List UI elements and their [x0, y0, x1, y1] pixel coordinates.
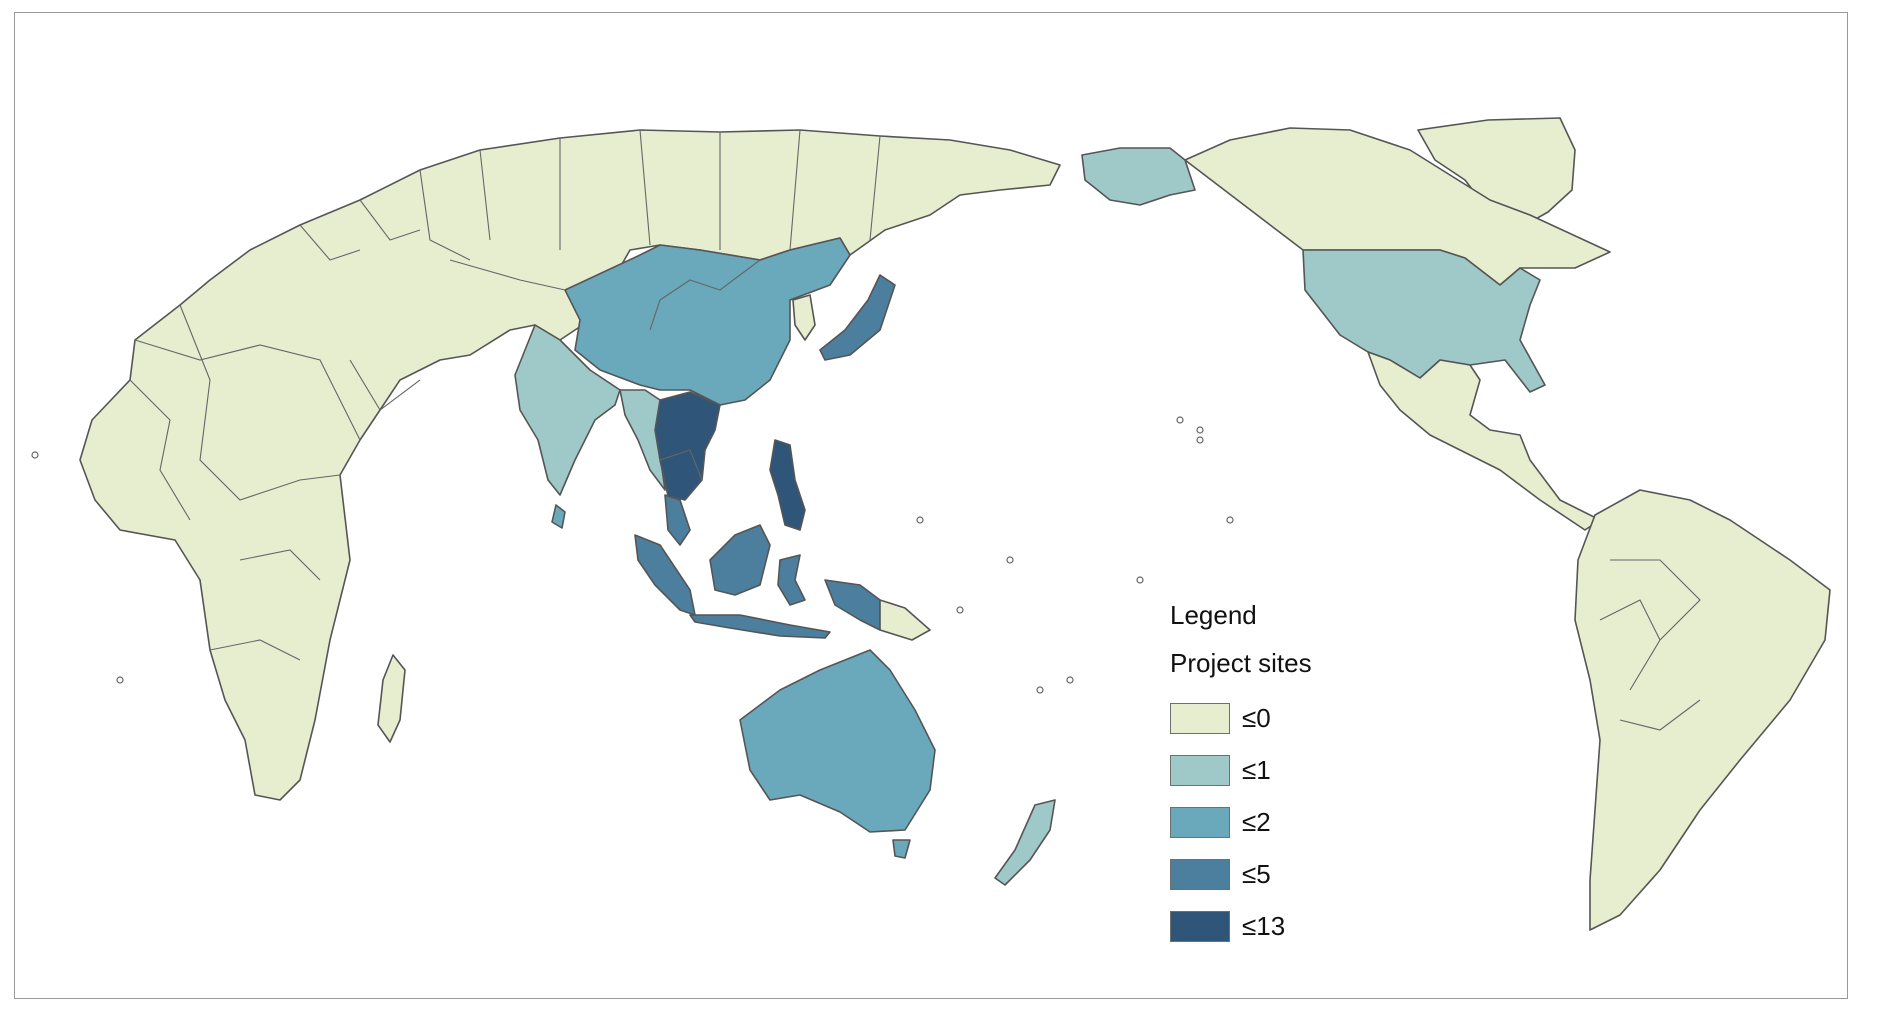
legend-item: ≤0	[1170, 692, 1430, 744]
border-lines	[129, 129, 1701, 731]
region-india	[514, 324, 621, 496]
legend-label: ≤2	[1242, 806, 1271, 837]
legend-item: ≤13	[1170, 900, 1430, 952]
legend-swatch	[1170, 858, 1230, 890]
island-dot	[31, 451, 39, 459]
region-thailand-indochina	[654, 391, 721, 501]
region-tasmania	[892, 839, 911, 859]
legend-item: ≤1	[1170, 744, 1430, 796]
region-china	[564, 237, 851, 406]
legend-subtitle: Project sites	[1170, 648, 1312, 678]
island-dot	[1196, 436, 1204, 444]
island-dot	[1066, 676, 1074, 684]
region-madagascar	[377, 654, 406, 743]
legend-item: ≤5	[1170, 848, 1430, 900]
legend-swatch	[1170, 806, 1230, 838]
region-sri-lanka	[551, 504, 566, 529]
region-borneo	[709, 524, 771, 596]
legend-title: Legend	[1170, 600, 1257, 630]
region-java	[689, 614, 831, 639]
island-dot	[1006, 556, 1014, 564]
small-islands	[31, 416, 1234, 694]
region-new-zealand	[994, 799, 1056, 886]
region-australia	[739, 649, 936, 833]
island-dot	[116, 676, 124, 684]
region-south-america	[1574, 489, 1831, 931]
island-dot	[1136, 576, 1144, 584]
region-sumatra	[634, 534, 696, 616]
region-sulawesi	[777, 554, 806, 606]
region-japan	[819, 274, 896, 361]
legend-label: ≤0	[1242, 702, 1271, 733]
map-legend: Legend Project sites ≤0 ≤1 ≤2 ≤5 ≤13	[1170, 600, 1430, 952]
legend-label: ≤5	[1242, 858, 1271, 889]
region-myanmar	[619, 389, 666, 491]
region-papua-new-guinea	[879, 599, 931, 641]
legend-label: ≤13	[1242, 910, 1286, 941]
island-dot	[916, 516, 924, 524]
region-alaska	[1081, 147, 1196, 206]
region-greenland	[1417, 117, 1576, 229]
island-dot	[956, 606, 964, 614]
region-papua-indonesia	[824, 579, 881, 631]
island-dot	[1226, 516, 1234, 524]
legend-item: ≤2	[1170, 796, 1430, 848]
country-borders	[129, 129, 1701, 731]
region-malaysia	[664, 494, 691, 546]
legend-swatch	[1170, 702, 1230, 734]
legend-swatch	[1170, 754, 1230, 786]
legend-label: ≤1	[1242, 754, 1271, 785]
legend-swatch	[1170, 910, 1230, 942]
island-dot	[1196, 426, 1204, 434]
region-korea	[792, 294, 816, 341]
land-masses	[79, 117, 1831, 931]
island-dot	[1036, 686, 1044, 694]
island-dot	[1176, 416, 1184, 424]
region-mexico-central-america	[1367, 351, 1601, 531]
region-philippines	[769, 439, 806, 531]
